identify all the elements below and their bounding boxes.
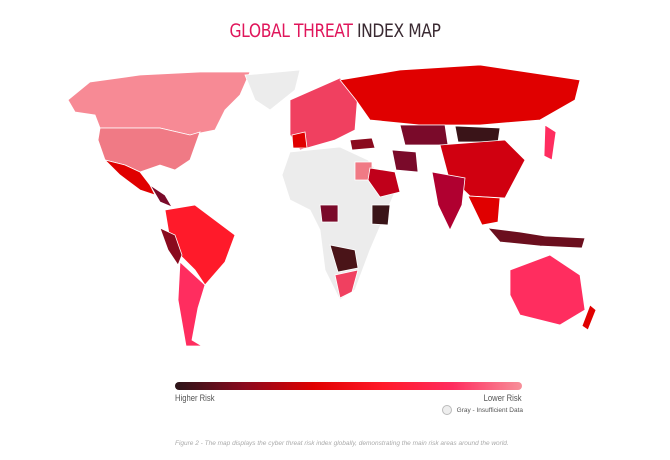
figure-caption: Figure 2 - The map displays the cyber th… [175,440,509,447]
country-usa [97,127,201,173]
country-new-zealand [581,304,597,331]
country-saudi-arabia [367,167,401,198]
country-ethiopia [371,204,391,226]
country-russia [339,64,581,126]
country-peru [159,227,183,266]
country-japan [543,124,557,161]
page-title: GLOBAL THREAT INDEX MAP [229,20,441,42]
country-mongolia [454,125,501,143]
country-iran [391,149,419,173]
country-indonesia [487,227,586,249]
country-south-africa [334,269,359,299]
country-central-america [149,184,173,208]
country-spain [291,131,308,149]
country-nigeria [319,204,339,223]
risk-gradient-legend [175,382,522,390]
country-southeast-asia [467,195,501,226]
country-africa [281,146,396,301]
lower-risk-label: Lower Risk [484,393,522,403]
country-canada [67,71,251,136]
country-argentina [177,261,206,347]
higher-risk-label: Higher Risk [175,393,215,403]
country-southern-africa [329,244,359,273]
country-kazakhstan [399,124,449,146]
gray-dot-icon [441,405,452,415]
country-australia [509,254,586,326]
country-india [431,171,466,231]
country-turkey [349,137,376,151]
country-greenland [244,69,301,111]
insufficient-data-legend: Gray - Insufficient Data [441,405,523,415]
